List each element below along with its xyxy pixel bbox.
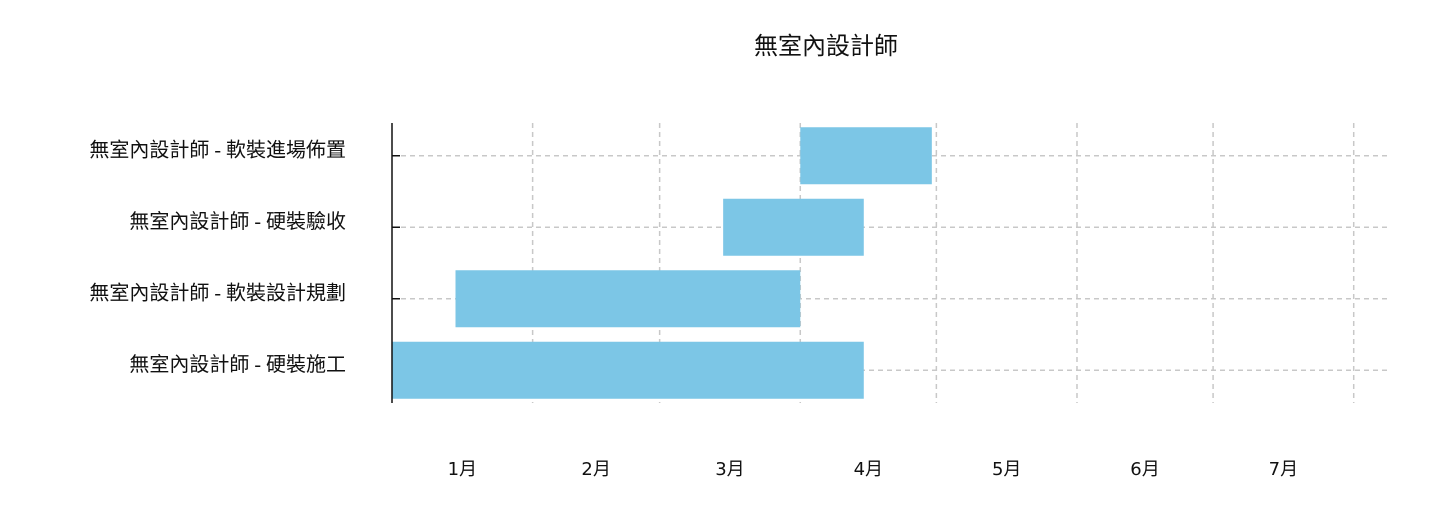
y-tick-label: 無室內設計師 - 硬裝驗收 (129, 210, 346, 233)
bar (800, 127, 932, 185)
bar (392, 341, 864, 399)
y-tick-label: 無室內設計師 - 硬裝施工 (129, 353, 346, 376)
y-tick-label: 無室內設計師 - 軟裝設計規劃 (89, 281, 346, 304)
chart-title: 無室內設計師 (754, 32, 898, 60)
x-tick-label: 2月 (581, 459, 610, 480)
x-tick-label: 4月 (854, 459, 883, 480)
y-tick-label: 無室內設計師 - 軟裝進場佈置 (89, 138, 346, 161)
x-tick-label: 1月 (448, 459, 477, 480)
x-tick-label: 6月 (1130, 459, 1159, 480)
x-tick-label: 5月 (992, 459, 1021, 480)
x-tick-label: 3月 (715, 459, 744, 480)
bar (455, 270, 801, 328)
bar (723, 198, 864, 256)
x-tick-label: 7月 (1269, 459, 1298, 480)
